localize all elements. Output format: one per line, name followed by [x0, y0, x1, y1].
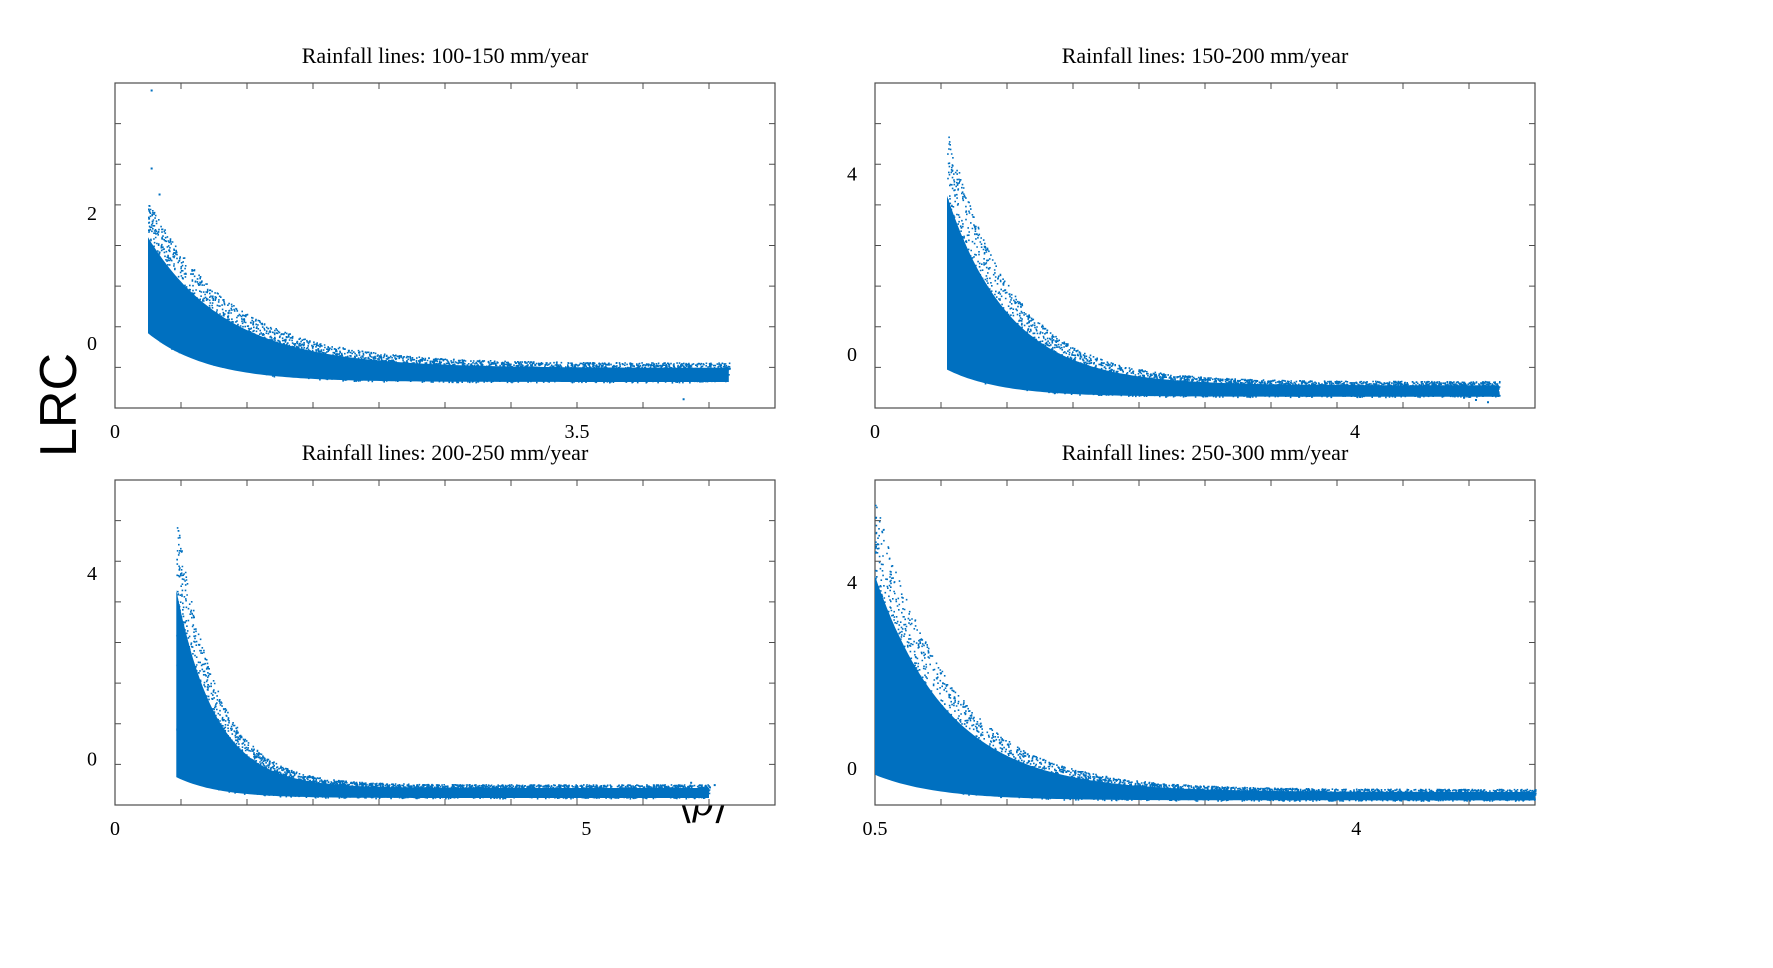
- scatter-outlier: [709, 364, 711, 367]
- panel-title: Rainfall lines: 150-200 mm/year: [1062, 43, 1349, 68]
- scatter-outlier: [728, 367, 731, 370]
- scatter-core: [947, 195, 1499, 397]
- y-tick-label: 2: [87, 203, 97, 225]
- x-tick-label: 5: [581, 818, 591, 840]
- scatter-core: [176, 589, 710, 798]
- scatter-outlier: [150, 167, 153, 170]
- scatter-outlier: [682, 398, 685, 401]
- x-tick-label: 3.5: [565, 421, 590, 443]
- panel-title: Rainfall lines: 200-250 mm/year: [302, 440, 589, 465]
- panel-250-300: Rainfall lines: 250-300 mm/year 0.5 4 0 4: [847, 440, 1537, 840]
- y-tick-label: 0: [847, 758, 857, 780]
- scatter-outlier: [158, 193, 161, 196]
- x-tick-label: 4: [1350, 421, 1360, 443]
- panel-100-150: Rainfall lines: 100-150 mm/year 0 3.5 0 2: [87, 43, 776, 443]
- panel-150-200: Rainfall lines: 150-200 mm/year 0 4 0 4: [847, 43, 1536, 443]
- scatter-core: [875, 575, 1535, 801]
- scatter-outlier: [150, 89, 153, 92]
- y-tick-label: 4: [87, 563, 97, 585]
- scatter-outlier: [1463, 396, 1465, 399]
- panel-200-250: Rainfall lines: 200-250 mm/year 0 5 0 4: [87, 440, 776, 840]
- y-tick-label: 4: [847, 163, 857, 185]
- scatter-outlier: [1487, 401, 1489, 404]
- y-axis-label: LRC: [30, 353, 88, 457]
- x-tick-label: 4: [1351, 818, 1361, 840]
- y-tick-label: 0: [87, 333, 97, 355]
- panel-title: Rainfall lines: 250-300 mm/year: [1062, 440, 1349, 465]
- scatter-outlier: [713, 784, 716, 787]
- scatter-outlier: [709, 786, 711, 789]
- panel-title: Rainfall lines: 100-150 mm/year: [302, 43, 589, 68]
- y-tick-label: 4: [847, 572, 857, 594]
- y-tick-label: 0: [87, 749, 97, 771]
- x-tick-label: 0.5: [863, 818, 888, 840]
- y-tick-label: 0: [847, 344, 857, 366]
- x-tick-label: 0: [870, 421, 880, 443]
- x-tick-label: 0: [110, 818, 120, 840]
- scatter-outlier: [1475, 398, 1477, 401]
- x-tick-label: 0: [110, 421, 120, 443]
- scatter-outlier: [690, 781, 693, 784]
